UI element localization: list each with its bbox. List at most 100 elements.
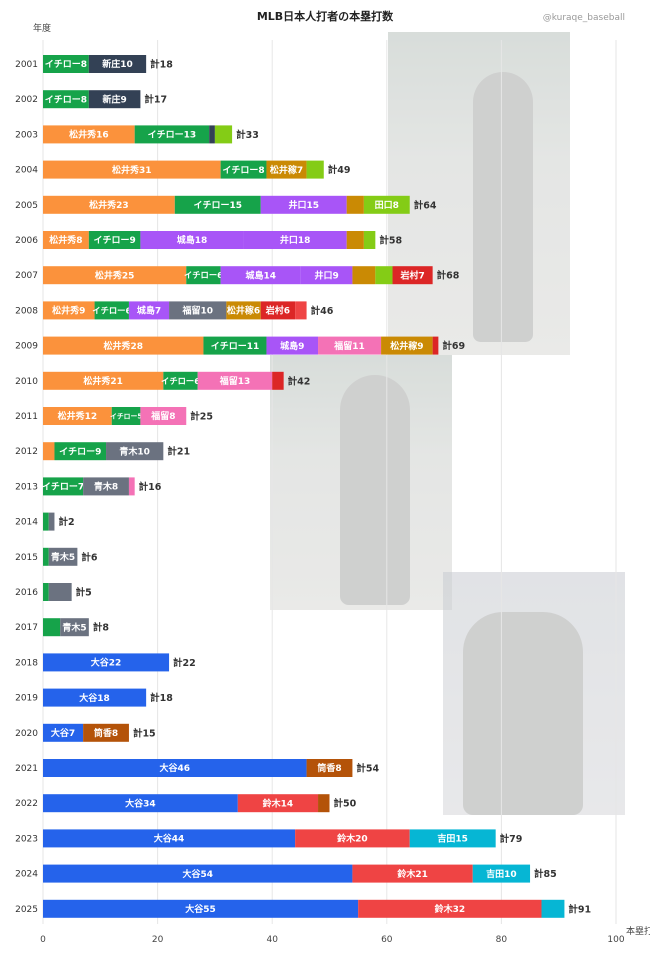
bar-segment bbox=[88, 55, 147, 73]
total-label: 計21 bbox=[167, 446, 190, 458]
total-label: 計42 bbox=[288, 375, 311, 387]
segment-label: 城島7 bbox=[137, 305, 161, 317]
bar-segment bbox=[43, 547, 49, 566]
segment-label: 井口9 bbox=[315, 269, 339, 281]
segment-label: 松井秀25 bbox=[95, 269, 135, 281]
bar-segment bbox=[43, 794, 238, 813]
segment-label: 岩村6 bbox=[265, 305, 290, 317]
y-tick-label: 2024 bbox=[15, 870, 38, 880]
segment-label: イチロー9 bbox=[93, 235, 135, 246]
segment-label: 大谷55 bbox=[185, 903, 216, 915]
bar-segment bbox=[43, 371, 164, 390]
total-label: 計18 bbox=[150, 692, 173, 704]
bar-segment bbox=[363, 231, 376, 249]
segment-label: イチロー8 bbox=[45, 59, 87, 70]
bar-segment bbox=[163, 371, 198, 390]
total-label: 計58 bbox=[379, 235, 402, 247]
y-axis-label: 年度 bbox=[33, 24, 52, 34]
segment-label: 松井秀9 bbox=[52, 305, 85, 317]
y-tick-label: 2015 bbox=[15, 553, 38, 563]
x-tick-label: 20 bbox=[152, 935, 164, 945]
x-axis-label: 本塁打 bbox=[626, 927, 650, 937]
segment-label: 青木5 bbox=[51, 551, 75, 563]
y-tick-label: 2007 bbox=[15, 271, 38, 281]
segment-label: イチロー5 bbox=[110, 412, 142, 420]
bar-segment bbox=[43, 231, 89, 249]
bar-segment bbox=[43, 512, 49, 531]
bar-segment bbox=[43, 477, 84, 496]
segment-label: イチロー15 bbox=[193, 200, 242, 211]
bar-segment bbox=[83, 477, 129, 496]
y-tick-label: 2009 bbox=[15, 342, 38, 352]
bar-segment bbox=[43, 688, 147, 707]
bar-segment bbox=[260, 301, 296, 320]
chart-title: MLB日本人打者の本塁打数 bbox=[256, 10, 394, 23]
bar-segment bbox=[432, 336, 439, 355]
segment-label: 城島9 bbox=[280, 340, 304, 352]
y-tick-label: 2019 bbox=[15, 694, 38, 704]
y-tick-label: 2025 bbox=[15, 905, 38, 915]
bar-segment bbox=[409, 829, 496, 848]
bar-segment bbox=[43, 336, 204, 355]
total-label: 計17 bbox=[144, 94, 167, 106]
y-tick-label: 2013 bbox=[15, 482, 38, 492]
bar-segment bbox=[106, 442, 164, 461]
bar-segment bbox=[209, 125, 215, 144]
bar-segment bbox=[300, 266, 353, 285]
bar-segment bbox=[375, 266, 393, 285]
segment-label: 松井秀16 bbox=[69, 129, 109, 141]
bar-segment bbox=[43, 759, 307, 777]
bar-segment bbox=[318, 794, 330, 813]
bar-segment bbox=[358, 899, 542, 918]
bar-segment bbox=[83, 723, 129, 742]
bar-segment bbox=[169, 301, 227, 320]
total-label: 計50 bbox=[334, 798, 357, 810]
segment-label: 松井稼6 bbox=[227, 305, 260, 317]
segment-label: 福留11 bbox=[333, 340, 365, 352]
y-tick-label: 2003 bbox=[15, 130, 38, 140]
total-label: 計85 bbox=[534, 868, 557, 880]
segment-label: イチロー11 bbox=[211, 341, 260, 352]
x-tick-label: 0 bbox=[40, 935, 46, 945]
bar-segment bbox=[295, 301, 307, 320]
segment-label: 岩村7 bbox=[399, 269, 424, 281]
bar-segment bbox=[60, 618, 89, 637]
y-tick-label: 2005 bbox=[15, 201, 38, 211]
y-tick-label: 2016 bbox=[15, 588, 38, 598]
total-label: 計25 bbox=[190, 411, 213, 423]
bar-segment bbox=[54, 442, 107, 461]
segment-label: 城島14 bbox=[245, 269, 276, 281]
bar-segment bbox=[352, 864, 473, 883]
segment-label: 松井秀8 bbox=[49, 234, 82, 246]
bar-segment bbox=[237, 794, 319, 813]
bar-segment bbox=[43, 442, 55, 461]
segment-label: 松井秀21 bbox=[83, 375, 123, 387]
y-tick-label: 2002 bbox=[15, 95, 38, 105]
bar-segment bbox=[220, 160, 267, 179]
y-tick-label: 2023 bbox=[15, 834, 38, 844]
segment-label: イチロー7 bbox=[42, 482, 84, 493]
bar-segment bbox=[43, 301, 95, 320]
y-tick-label: 2010 bbox=[15, 377, 38, 387]
credit-label: @kuraqe_baseball bbox=[542, 13, 625, 23]
bar-segment bbox=[243, 231, 347, 249]
bar-segment bbox=[48, 583, 72, 601]
total-label: 計54 bbox=[356, 763, 379, 775]
segment-label: 筒香8 bbox=[94, 727, 118, 739]
bar-segment bbox=[43, 195, 175, 214]
bar-segment bbox=[346, 231, 364, 249]
segment-label: 松井稼7 bbox=[270, 164, 303, 176]
segment-label: 松井稼9 bbox=[390, 340, 423, 352]
bar-segment bbox=[363, 195, 410, 214]
segment-label: 鈴木20 bbox=[337, 833, 368, 845]
y-tick-label: 2018 bbox=[15, 658, 38, 668]
y-tick-label: 2021 bbox=[15, 764, 38, 774]
segment-label: イチロー6 bbox=[184, 270, 223, 280]
bar-segment bbox=[186, 266, 221, 285]
segment-label: 福留10 bbox=[181, 305, 213, 317]
x-tick-label: 100 bbox=[607, 935, 624, 945]
segment-label: 福留8 bbox=[150, 410, 175, 422]
total-label: 計16 bbox=[139, 481, 162, 493]
total-label: 計91 bbox=[568, 903, 591, 915]
